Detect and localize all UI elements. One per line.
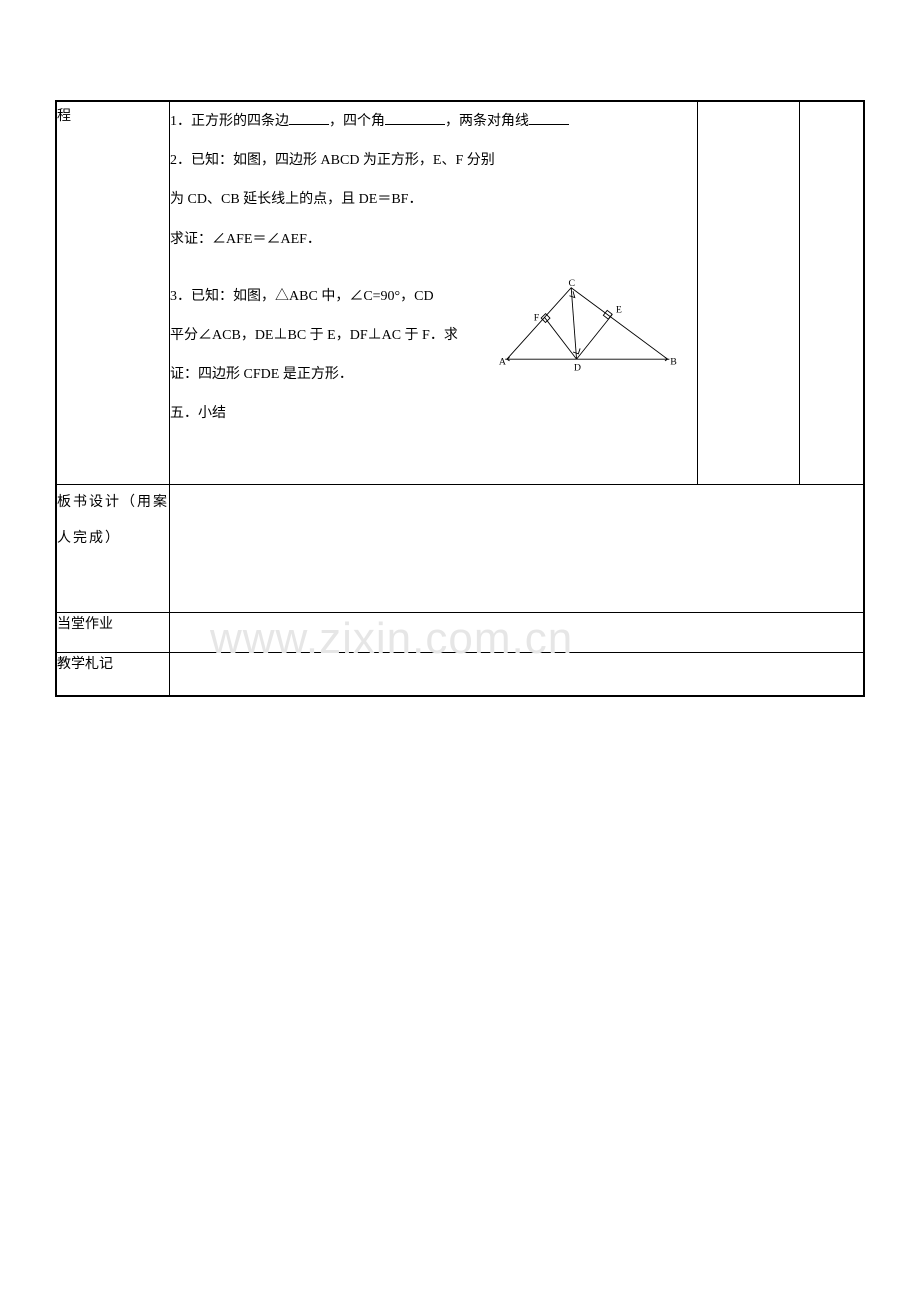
question-3-block: 3．已知：如图，△ABC 中，∠C=90°，CD 平分∠ACB，DE⊥BC 于 … [170,277,697,395]
triangle-diagram: A B C D E F [492,277,687,377]
q2-line1: 2．已知：如图，四边形 ABCD 为正方形，E、F 分别 [170,141,697,180]
notes-row: 教学札记 [56,652,864,696]
diagram-label-c: C [568,278,575,289]
q1-mid1: ，四个角 [329,114,385,129]
diagram-label-d: D [574,363,581,374]
diagram-label-f: F [533,313,539,324]
content-body: 1．正方形的四条边 ，四个角 ，两条对角线 2．已知：如图，四边形 ABCD 为正方… [170,102,697,484]
board-design-label: 板书设计（用案人完成） [57,495,169,546]
main-content-cell: 1．正方形的四条边 ，四个角 ，两条对角线 2．已知：如图，四边形 ABCD 为正方… [170,101,698,484]
diagram-label-a: A [499,356,507,367]
right-col-2 [799,101,864,484]
content-row: 程 1．正方形的四条边 ，四个角 ，两条对角线 2．已知：如图，四边形 ABCD 为… [56,101,864,484]
homework-content [170,612,864,652]
right-col-1 [697,101,799,484]
blank-2 [385,111,445,125]
q1-mid2: ，两条对角线 [445,114,529,129]
blank-1 [289,111,329,125]
board-design-content [170,484,864,612]
diagram-label-e: E [616,304,622,315]
left-label: 程 [57,102,169,127]
notes-content [170,652,864,696]
q1-prefix: 1．正方形的四条边 [170,114,289,129]
homework-label-cell: 当堂作业 [56,612,170,652]
homework-label: 当堂作业 [57,617,113,632]
diagram-label-b: B [670,356,677,367]
q2-line3: 求证：∠AFE＝∠AEF． [170,220,697,259]
homework-row: 当堂作业 [56,612,864,652]
q2-line2: 为 CD、CB 延长线上的点，且 DE＝BF． [170,180,697,219]
notes-label: 教学札记 [57,657,113,672]
board-design-label-cell: 板书设计（用案人完成） [56,484,170,612]
question-1: 1．正方形的四条边 ，四个角 ，两条对角线 [170,102,697,141]
left-label-cell: 程 [56,101,170,484]
blank-3 [529,111,569,125]
section-5-title: 五．小结 [170,394,697,433]
lesson-table: 程 1．正方形的四条边 ，四个角 ，两条对角线 2．已知：如图，四边形 ABCD 为… [55,100,865,697]
board-design-row: 板书设计（用案人完成） [56,484,864,612]
notes-label-cell: 教学札记 [56,652,170,696]
